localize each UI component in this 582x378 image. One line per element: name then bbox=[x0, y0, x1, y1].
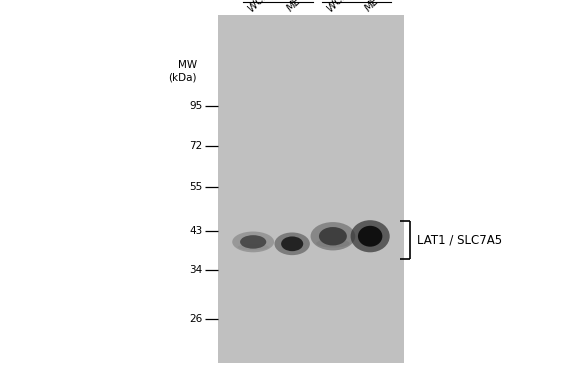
Text: MW
(kDa): MW (kDa) bbox=[168, 60, 197, 82]
Text: 72: 72 bbox=[189, 141, 203, 150]
Ellipse shape bbox=[316, 239, 350, 248]
Ellipse shape bbox=[240, 235, 266, 249]
Text: boiled: boiled bbox=[261, 0, 295, 1]
Text: 43: 43 bbox=[189, 226, 203, 235]
Text: 95: 95 bbox=[189, 101, 203, 111]
Ellipse shape bbox=[311, 222, 355, 251]
Ellipse shape bbox=[319, 227, 347, 245]
Text: unboiled: unboiled bbox=[332, 0, 381, 1]
Text: WCE: WCE bbox=[246, 0, 270, 13]
Text: 55: 55 bbox=[189, 182, 203, 192]
Ellipse shape bbox=[232, 231, 274, 253]
Bar bbox=[218, 15, 404, 363]
Ellipse shape bbox=[281, 237, 303, 251]
Text: LAT1 / SLC7A5: LAT1 / SLC7A5 bbox=[417, 234, 502, 246]
Ellipse shape bbox=[237, 244, 269, 250]
Text: WCE: WCE bbox=[326, 0, 350, 13]
Ellipse shape bbox=[358, 226, 382, 247]
Text: ME: ME bbox=[363, 0, 381, 13]
Ellipse shape bbox=[275, 232, 310, 255]
Text: 34: 34 bbox=[189, 265, 203, 275]
Text: 26: 26 bbox=[189, 314, 203, 324]
Ellipse shape bbox=[350, 220, 390, 253]
Text: ME: ME bbox=[285, 0, 303, 13]
